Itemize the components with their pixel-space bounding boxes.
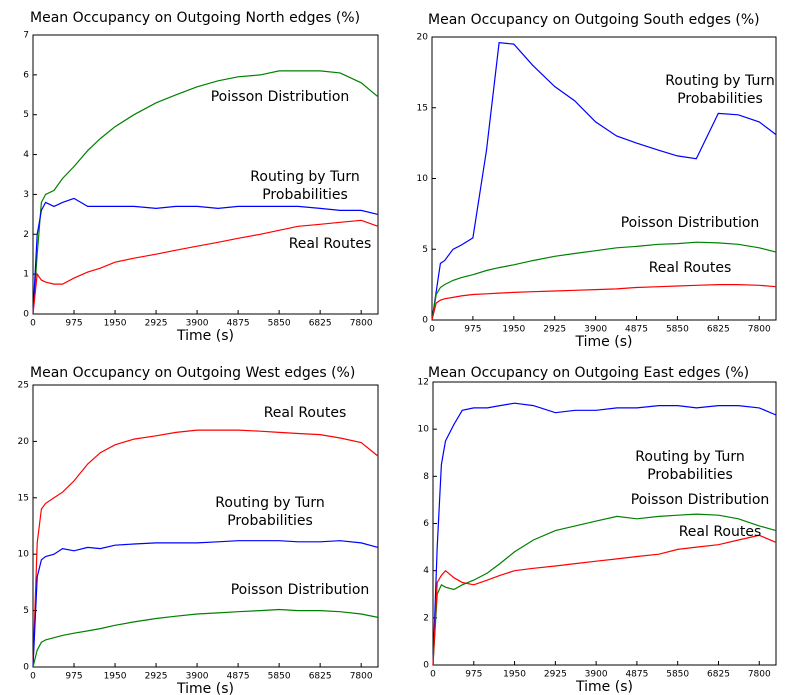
x-tick-label: 3900 (584, 325, 607, 335)
series-label: Poisson Distribution (230, 582, 370, 598)
chart-title: Mean Occupancy on Outgoing East edges (%… (428, 365, 749, 381)
y-tick-label: 2 (423, 613, 429, 623)
series-label: Real Routes (648, 260, 732, 276)
chart-title: Mean Occupancy on Outgoing South edges (… (428, 12, 760, 28)
x-axis-label: Time (s) (176, 681, 234, 695)
x-tick-label: 1950 (104, 672, 127, 682)
y-tick-label: 12 (418, 378, 429, 388)
x-tick-label: 5850 (268, 319, 291, 329)
y-tick-label: 15 (417, 103, 428, 113)
x-tick-label: 2925 (544, 670, 567, 680)
y-tick-label: 4 (423, 566, 429, 576)
x-axis-label: Time (s) (575, 334, 633, 350)
x-tick-label: 7800 (748, 670, 771, 680)
x-tick-label: 7800 (350, 319, 373, 329)
y-tick-label: 15 (18, 493, 29, 503)
series-label: Real Routes (288, 236, 372, 252)
x-tick-label: 1950 (104, 319, 127, 329)
y-tick-label: 5 (23, 110, 29, 120)
y-tick-label: 0 (23, 310, 29, 320)
series-line (32, 540, 379, 668)
x-tick-label: 5850 (666, 325, 689, 335)
x-tick-label: 6825 (707, 325, 730, 335)
series-line (431, 241, 777, 321)
series-line (32, 429, 379, 668)
x-tick-label: 3900 (186, 672, 209, 682)
series-label: Real Routes (678, 524, 762, 540)
x-axis-label: Time (s) (176, 328, 234, 344)
x-tick-label: 4875 (625, 325, 648, 335)
series-label: Poisson Distribution (620, 215, 760, 231)
series-label: Real Routes (263, 405, 347, 421)
x-axis-label: Time (s) (575, 679, 633, 695)
y-tick-label: 2 (23, 230, 29, 240)
x-tick-label: 2925 (543, 325, 566, 335)
x-tick-label: 4875 (227, 319, 250, 329)
series-label: Poisson Distribution (630, 492, 770, 508)
y-tick-label: 6 (423, 519, 429, 529)
y-tick-label: 0 (23, 663, 29, 673)
x-tick-label: 975 (65, 672, 82, 682)
series-line (32, 197, 379, 315)
y-tick-label: 25 (18, 381, 29, 391)
y-tick-label: 7 (23, 31, 29, 41)
series-line (432, 402, 777, 666)
y-tick-label: 20 (18, 437, 30, 447)
series-line (431, 284, 777, 321)
x-tick-label: 3900 (585, 670, 608, 680)
x-tick-label: 6825 (707, 670, 730, 680)
plot-frame (32, 34, 379, 315)
series-line (32, 608, 379, 668)
x-tick-label: 6825 (309, 672, 332, 682)
y-tick-label: 20 (417, 33, 429, 43)
x-tick-label: 4875 (227, 672, 250, 682)
y-tick-label: 0 (423, 661, 429, 671)
plot-frame (32, 384, 379, 668)
y-tick-label: 10 (18, 550, 30, 560)
x-tick-label: 4875 (625, 670, 648, 680)
x-tick-label: 2925 (145, 319, 168, 329)
x-tick-label: 5850 (666, 670, 689, 680)
x-tick-label: 975 (465, 670, 482, 680)
x-tick-label: 7800 (748, 325, 771, 335)
series-line (432, 513, 777, 666)
y-tick-label: 8 (423, 472, 429, 482)
series-line (431, 42, 777, 321)
series-line (432, 534, 777, 666)
x-tick-label: 3900 (186, 319, 209, 329)
series-line (32, 70, 379, 315)
x-tick-label: 1950 (502, 325, 525, 335)
chart-title: Mean Occupancy on Outgoing West edges (%… (30, 365, 355, 381)
series-line (32, 219, 379, 315)
y-tick-label: 5 (23, 606, 29, 616)
y-tick-label: 4 (23, 150, 29, 160)
series-label: Routing by Turn Probabilities (635, 449, 745, 483)
series-label: Poisson Distribution (210, 89, 350, 105)
x-tick-label: 0 (430, 670, 436, 680)
x-tick-label: 0 (429, 325, 435, 335)
series-label: Routing by Turn Probabilities (665, 73, 775, 107)
y-tick-label: 0 (422, 316, 428, 326)
chart-title: Mean Occupancy on Outgoing North edges (… (30, 10, 360, 26)
x-tick-label: 0 (30, 672, 36, 682)
y-tick-label: 10 (417, 174, 429, 184)
y-tick-label: 3 (23, 190, 29, 200)
x-tick-label: 975 (464, 325, 481, 335)
x-tick-label: 975 (65, 319, 82, 329)
x-tick-label: 5850 (268, 672, 291, 682)
x-tick-label: 2925 (145, 672, 168, 682)
x-tick-label: 1950 (503, 670, 526, 680)
y-tick-label: 10 (418, 425, 430, 435)
series-label: Routing by Turn Probabilities (250, 169, 360, 203)
y-tick-label: 1 (23, 270, 29, 280)
x-tick-label: 7800 (350, 672, 373, 682)
series-label: Routing by Turn Probabilities (215, 495, 325, 529)
y-tick-label: 6 (23, 70, 29, 80)
x-tick-label: 6825 (309, 319, 332, 329)
y-tick-label: 5 (422, 245, 428, 255)
x-tick-label: 0 (30, 319, 36, 329)
